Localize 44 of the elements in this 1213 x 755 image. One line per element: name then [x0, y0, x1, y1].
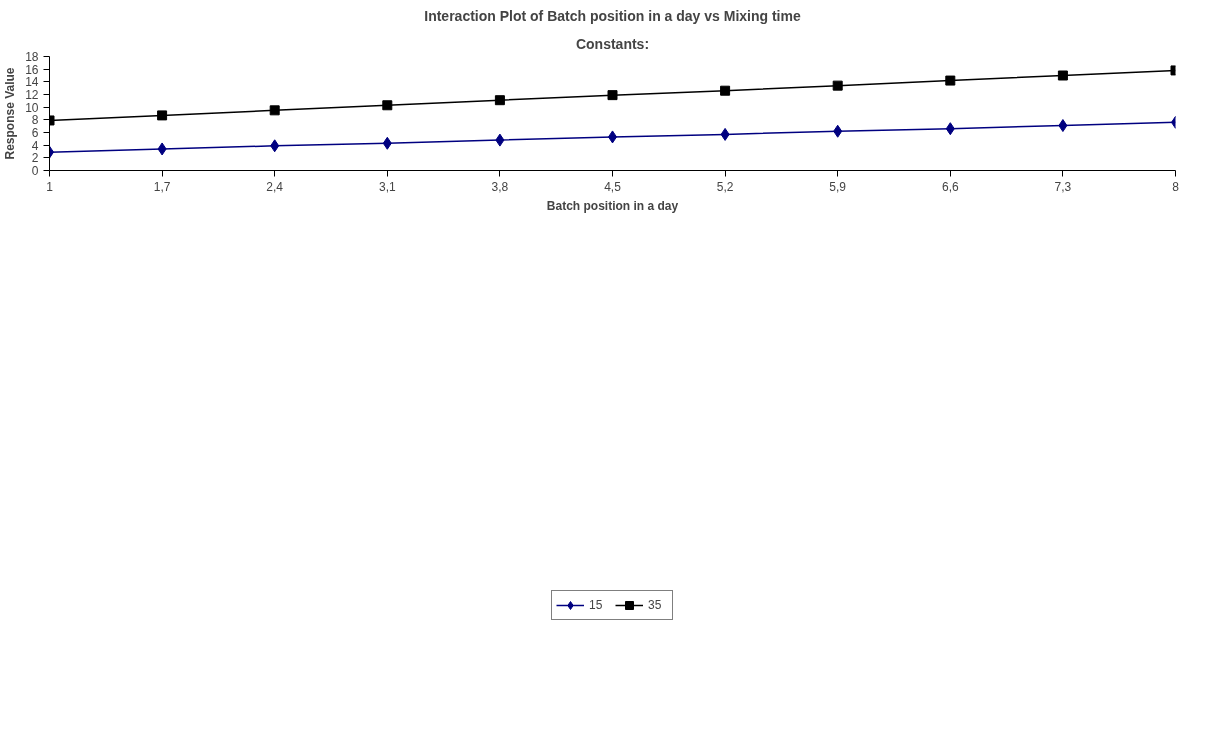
y-tick-label: 10 — [25, 100, 39, 115]
point — [269, 105, 280, 116]
x-tick-label: 7,3 — [1054, 179, 1072, 194]
point — [157, 142, 167, 156]
point — [720, 127, 730, 141]
x-tick-label: 1,7 — [153, 179, 171, 194]
y-tick-label: 0 — [31, 164, 39, 178]
point — [945, 75, 956, 86]
point — [382, 100, 393, 111]
point — [607, 90, 618, 101]
x-tick-label: 5,9 — [829, 179, 847, 194]
point — [157, 110, 168, 121]
x-tick-label: 3,1 — [378, 179, 396, 194]
y-tick-label: 16 — [25, 62, 39, 77]
y-tick-label: 12 — [25, 88, 39, 102]
point — [945, 122, 955, 136]
x-tick-label: 8 — [1172, 179, 1180, 194]
point — [382, 136, 392, 150]
point — [494, 95, 505, 106]
point — [270, 139, 280, 153]
point — [1057, 70, 1068, 81]
chart-subtitle: Constants: — [575, 35, 650, 52]
y-axis-title: Response Value — [3, 67, 18, 160]
y-tick-label: 4 — [31, 138, 39, 153]
point — [720, 85, 731, 96]
x-tick-label: 1 — [46, 179, 54, 194]
point — [832, 80, 843, 91]
x-tick-label: 4,5 — [604, 179, 622, 194]
y-tick-label: 18 — [25, 50, 39, 64]
point — [833, 124, 843, 138]
y-tick-label: 6 — [31, 126, 39, 140]
x-axis-title: Batch position in a day — [546, 198, 679, 213]
y-tick-label: 14 — [25, 75, 39, 90]
legend-label: 15 — [589, 598, 604, 612]
x-tick-label: 3,8 — [491, 179, 509, 194]
x-tick-label: 5,2 — [716, 179, 734, 194]
legend-label: 35 — [648, 598, 663, 612]
point — [495, 133, 505, 147]
y-tick-label: 2 — [31, 151, 39, 166]
chart-title: Interaction Plot of Batch position in a day vs Mixing time — [424, 7, 801, 24]
point — [1058, 119, 1068, 133]
y-tick-label: 8 — [31, 113, 39, 128]
x-tick-label: 6,6 — [941, 179, 959, 194]
x-tick-label: 2,4 — [266, 179, 284, 194]
